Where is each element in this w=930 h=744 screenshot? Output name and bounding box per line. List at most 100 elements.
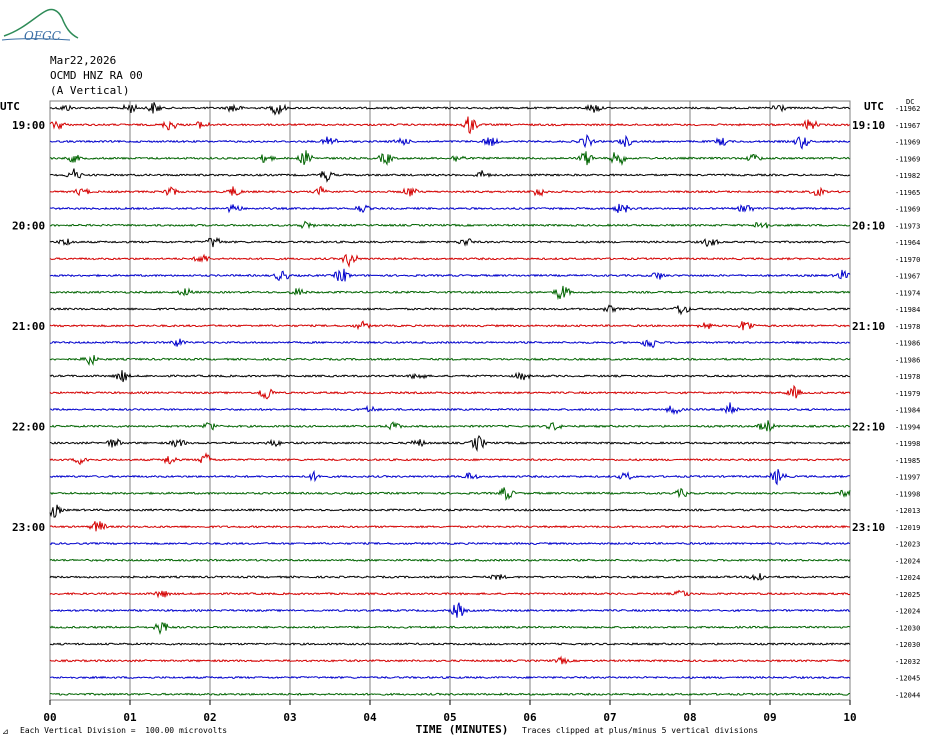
seismic-trace <box>49 355 851 367</box>
seismic-trace <box>49 220 851 230</box>
right-time-label: 23:10 <box>852 521 885 534</box>
x-tick-label: 07 <box>603 711 616 724</box>
seismic-trace <box>49 642 851 646</box>
seismic-trace <box>49 541 851 546</box>
dc-offset-label: -12019 <box>895 524 920 532</box>
seismic-trace <box>49 504 851 518</box>
dc-offset-label: -11982 <box>895 172 920 180</box>
dc-label: DC <box>906 98 914 106</box>
x-axis-title: TIME (MINUTES) <box>416 723 509 736</box>
dc-offset-label: -11964 <box>895 239 920 247</box>
left-time-label: 19:00 <box>12 119 45 132</box>
dc-offset-label: -11974 <box>895 289 920 297</box>
x-tick-label: 03 <box>283 711 296 724</box>
dc-offset-label: -12024 <box>895 557 920 565</box>
x-tick-label: 04 <box>363 711 377 724</box>
dc-offset-label: -12030 <box>895 641 920 649</box>
dc-offset-label: -11984 <box>895 407 920 415</box>
seismic-trace <box>49 338 851 349</box>
dc-offset-label: -11984 <box>895 306 920 314</box>
grid <box>49 100 851 705</box>
traces <box>49 102 851 696</box>
right-time-label: 19:10 <box>852 119 885 132</box>
dc-offset-label: -12045 <box>895 675 920 683</box>
seismic-trace <box>49 185 851 197</box>
dc-offset-label: -11998 <box>895 490 920 498</box>
seismic-trace <box>49 168 851 183</box>
logo-underline <box>1 38 71 41</box>
header-component: (A Vertical) <box>50 84 130 97</box>
dc-offset-label: -11994 <box>895 423 920 431</box>
scale-note: Each Vertical Division = 100.00 microvol… <box>20 726 228 735</box>
dc-offset-label: -12024 <box>895 574 920 582</box>
x-tick-label: 00 <box>43 711 56 724</box>
dc-offset-label: -11973 <box>895 222 920 230</box>
dc-offset-label: -11965 <box>895 189 920 197</box>
seismic-trace <box>49 573 851 581</box>
right-axis-title: UTC <box>864 100 884 113</box>
seismic-trace <box>49 268 851 282</box>
axis-labels: 00 01 02 03 04 05 06 07 08 09 10 TIME (MINUTES) UTC U… <box>0 98 920 736</box>
seismic-trace <box>49 622 851 635</box>
dc-offset-label: -11986 <box>895 356 920 364</box>
x-tick-label: 05 <box>443 711 456 724</box>
dc-offset-label: -11978 <box>895 373 920 381</box>
seismic-trace <box>49 320 851 331</box>
seismic-trace <box>49 452 851 466</box>
seismic-trace <box>49 116 851 135</box>
dc-offset-label: -11998 <box>895 440 920 448</box>
dc-offset-label: -11970 <box>895 256 920 264</box>
seismic-trace <box>49 521 851 532</box>
seismic-trace <box>49 285 851 301</box>
dc-offset-label: -12024 <box>895 608 920 616</box>
dc-offset-label: -11969 <box>895 206 920 214</box>
seismic-trace <box>49 133 851 150</box>
dc-offset-label: -12013 <box>895 507 920 515</box>
seismic-trace <box>49 435 851 452</box>
seismic-trace <box>49 420 851 433</box>
x-tick-label: 06 <box>523 711 537 724</box>
seismic-trace <box>49 468 851 486</box>
dc-offset-label: -11969 <box>895 139 920 147</box>
left-time-label: 23:00 <box>12 521 45 534</box>
logo-swoosh <box>3 8 79 39</box>
dc-offset-label: -11967 <box>895 273 920 281</box>
dc-offset-label: -11962 <box>895 105 920 113</box>
header-station: OCMD HNZ RA 00 <box>50 69 143 82</box>
x-tick-label: 01 <box>123 711 137 724</box>
seismic-trace <box>49 692 850 696</box>
right-time-label: 20:10 <box>852 219 885 232</box>
left-axis-title: UTC <box>0 100 20 113</box>
clip-note: Traces clipped at plus/minus 5 vertical … <box>522 726 759 735</box>
seismic-trace <box>49 675 851 680</box>
seismic-trace <box>49 655 851 665</box>
header-date: Mar22,2026 <box>50 54 117 67</box>
dc-offset-label: -11979 <box>895 390 920 398</box>
seismic-trace <box>49 253 851 268</box>
dc-offset-label: -11986 <box>895 340 920 348</box>
dc-offset-label: -11985 <box>895 457 920 465</box>
x-tick-label: 09 <box>763 711 776 724</box>
seismic-trace <box>49 203 851 214</box>
left-time-label: 20:00 <box>12 219 45 232</box>
seismic-trace <box>49 150 851 166</box>
left-time-label: 22:00 <box>12 420 45 433</box>
seismic-trace <box>49 558 851 563</box>
x-tick-label: 08 <box>683 711 696 724</box>
dc-offset-label: -12023 <box>895 541 920 549</box>
dc-offset-label: -11978 <box>895 323 920 331</box>
x-tick-label: 02 <box>203 711 216 724</box>
seismic-trace <box>49 589 851 599</box>
seismic-trace <box>49 370 851 383</box>
ofgc-logo: OFGC <box>1 8 79 43</box>
seismic-trace <box>49 487 851 502</box>
left-time-label: 21:00 <box>12 320 45 333</box>
dc-offset-label: -12032 <box>895 658 920 666</box>
dc-offset-label: -11969 <box>895 155 920 163</box>
dc-offset-label: -11967 <box>895 122 920 130</box>
seismic-trace <box>49 236 851 248</box>
seismic-trace <box>49 402 851 416</box>
dc-offset-label: -12044 <box>895 691 920 699</box>
seismic-trace <box>49 602 851 618</box>
